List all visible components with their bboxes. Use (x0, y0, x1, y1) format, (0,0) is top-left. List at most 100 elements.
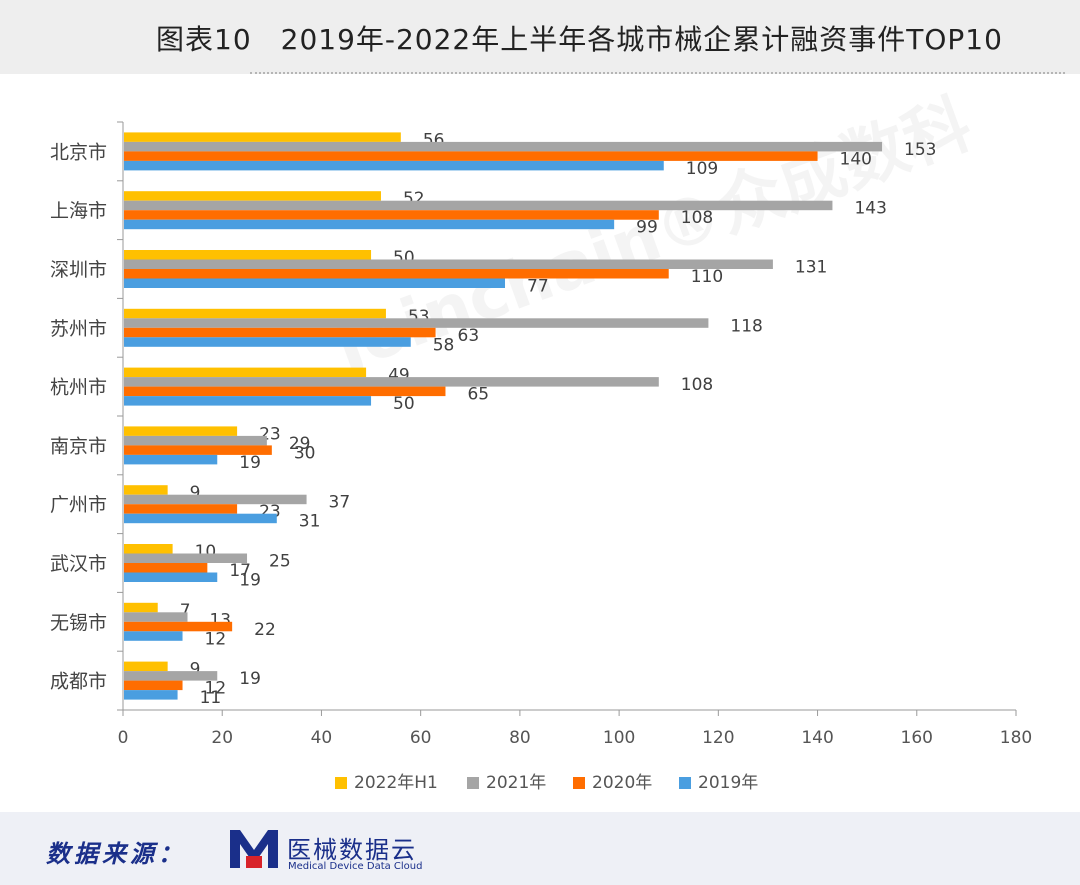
legend-swatch (679, 777, 691, 789)
bar (124, 602, 158, 613)
data-label: 131 (795, 258, 827, 278)
bar (124, 318, 709, 328)
brand-logo-icon (230, 830, 278, 868)
bar (124, 435, 267, 446)
title-band: 图表10 2019年-2022年上半年各城市械企累计融资事件TOP10 (0, 0, 1080, 74)
bar (124, 513, 277, 524)
bar (124, 544, 173, 554)
data-label: 29 (289, 434, 311, 454)
brand-name: 医械数据云 (287, 836, 417, 864)
bar (124, 132, 401, 142)
data-label: 30 (294, 443, 316, 463)
bar (124, 259, 773, 269)
bar (124, 445, 272, 455)
bar (124, 612, 188, 622)
data-label: 58 (433, 335, 455, 355)
bar (124, 631, 183, 641)
bar (124, 386, 446, 397)
data-label: 11 (200, 688, 222, 708)
y-category-label: 深圳市 (50, 259, 107, 281)
y-category-label: 北京市 (50, 141, 107, 163)
data-label: 65 (467, 385, 489, 405)
data-label: 9 (190, 660, 201, 680)
data-label: 12 (205, 679, 227, 699)
bar (124, 141, 883, 152)
title-underline (250, 72, 1065, 74)
legend-label: 2020年 (592, 773, 652, 793)
y-category-label: 杭州市 (50, 377, 107, 399)
bar (124, 494, 307, 505)
bar (124, 671, 218, 681)
bar (124, 191, 381, 201)
data-label: 50 (393, 394, 415, 414)
data-label: 37 (329, 493, 351, 513)
y-category-label: 南京市 (50, 435, 107, 457)
x-tick-label: 160 (901, 728, 933, 748)
data-source-label: 数据来源： (46, 840, 186, 868)
data-label: 63 (458, 326, 480, 346)
data-label: 140 (840, 149, 872, 169)
chart-title: 图表10 2019年-2022年上半年各城市械企累计融资事件TOP10 (156, 23, 1003, 56)
data-label: 9 (190, 483, 201, 503)
data-label: 31 (299, 512, 321, 532)
bar (124, 485, 168, 495)
bar (124, 426, 238, 436)
bar (124, 572, 218, 582)
data-label: 108 (681, 208, 713, 228)
bar (124, 396, 372, 406)
bar (124, 151, 818, 161)
bar (124, 690, 178, 700)
data-label: 109 (686, 159, 718, 179)
bar (124, 200, 833, 211)
y-category-label: 无锡市 (50, 612, 107, 634)
legend-label: 2019年 (698, 773, 758, 793)
data-label: 19 (239, 453, 261, 473)
bar (124, 219, 615, 230)
data-label: 7 (180, 601, 191, 621)
bar (124, 553, 248, 563)
bar (124, 563, 208, 573)
footer: 数据来源： 医械数据云 Medical Device Data Cloud (0, 812, 1080, 885)
bar (124, 327, 436, 338)
bar (124, 337, 411, 347)
x-tick-label: 100 (603, 728, 635, 748)
x-tick-label: 40 (311, 728, 333, 748)
bar (124, 278, 506, 288)
brand-subtitle: Medical Device Data Cloud (288, 861, 423, 872)
legend-swatch (573, 777, 585, 789)
bar (124, 250, 372, 260)
x-tick-label: 120 (702, 728, 734, 748)
bar (124, 210, 659, 220)
bar (124, 454, 218, 465)
x-tick-label: 180 (1000, 728, 1032, 748)
x-tick-label: 60 (410, 728, 432, 748)
x-tick-label: 140 (801, 728, 833, 748)
bar (124, 504, 238, 514)
x-tick-label: 20 (211, 728, 233, 748)
data-label: 143 (854, 199, 886, 219)
bar (124, 160, 664, 171)
data-label: 19 (239, 571, 261, 591)
bar (124, 661, 168, 672)
bar (124, 308, 386, 319)
bar (124, 680, 183, 691)
data-label: 25 (269, 552, 291, 572)
bar (124, 621, 233, 632)
data-label: 118 (730, 316, 762, 336)
x-tick-label: 0 (118, 728, 129, 748)
data-label: 108 (681, 375, 713, 395)
data-label: 17 (229, 561, 251, 581)
data-label: 12 (205, 629, 227, 649)
y-category-label: 武汉市 (50, 553, 107, 575)
bar (124, 377, 659, 387)
x-tick-label: 80 (509, 728, 531, 748)
legend-swatch (335, 777, 347, 789)
y-category-label: 上海市 (50, 200, 107, 222)
y-category-label: 广州市 (50, 494, 107, 516)
data-label: 99 (636, 218, 658, 238)
data-label: 110 (691, 267, 723, 287)
data-label: 153 (904, 140, 936, 160)
legend-label: 2022年H1 (354, 773, 438, 793)
legend-label: 2021年 (486, 773, 546, 793)
